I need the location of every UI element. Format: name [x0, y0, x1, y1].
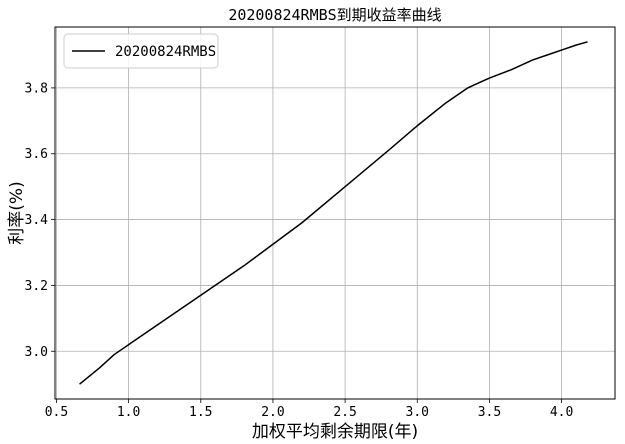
legend-box	[63, 33, 219, 69]
y-tick-label: 3.6	[25, 147, 48, 162]
y-tick-label: 3.2	[25, 279, 48, 294]
x-tick-label: 2.0	[261, 405, 284, 420]
grid	[55, 27, 615, 399]
x-tick-label: 3.0	[406, 405, 429, 420]
x-tick-label: 3.5	[478, 405, 501, 420]
series-lines	[79, 41, 588, 385]
series-line	[79, 41, 588, 385]
x-tick-label: 1.0	[117, 405, 140, 420]
legend: 20200824RMBS	[63, 33, 219, 69]
plot-frame	[54, 26, 616, 400]
axis-ticks: 0.5 1.0 1.5 2.0 2.5 3.0 3.5 4.0 3.0 3.2 3.4 3.6 3.8	[25, 81, 574, 420]
chart-title: 20200824RMBS到期收益率曲线	[228, 6, 441, 24]
y-tick-label: 3.4	[25, 213, 49, 228]
x-tick-label: 2.5	[333, 405, 356, 420]
y-tick-label: 3.8	[25, 81, 48, 96]
y-axis-label: 利率(%)	[7, 181, 27, 244]
x-tick-label: 4.0	[550, 405, 573, 420]
x-axis-label: 加权平均剩余期限(年)	[252, 422, 418, 442]
y-tick-label: 3.0	[25, 345, 48, 360]
x-tick-label: 0.5	[45, 405, 68, 420]
x-tick-label: 1.5	[189, 405, 212, 420]
legend-label: 20200824RMBS	[115, 44, 216, 60]
